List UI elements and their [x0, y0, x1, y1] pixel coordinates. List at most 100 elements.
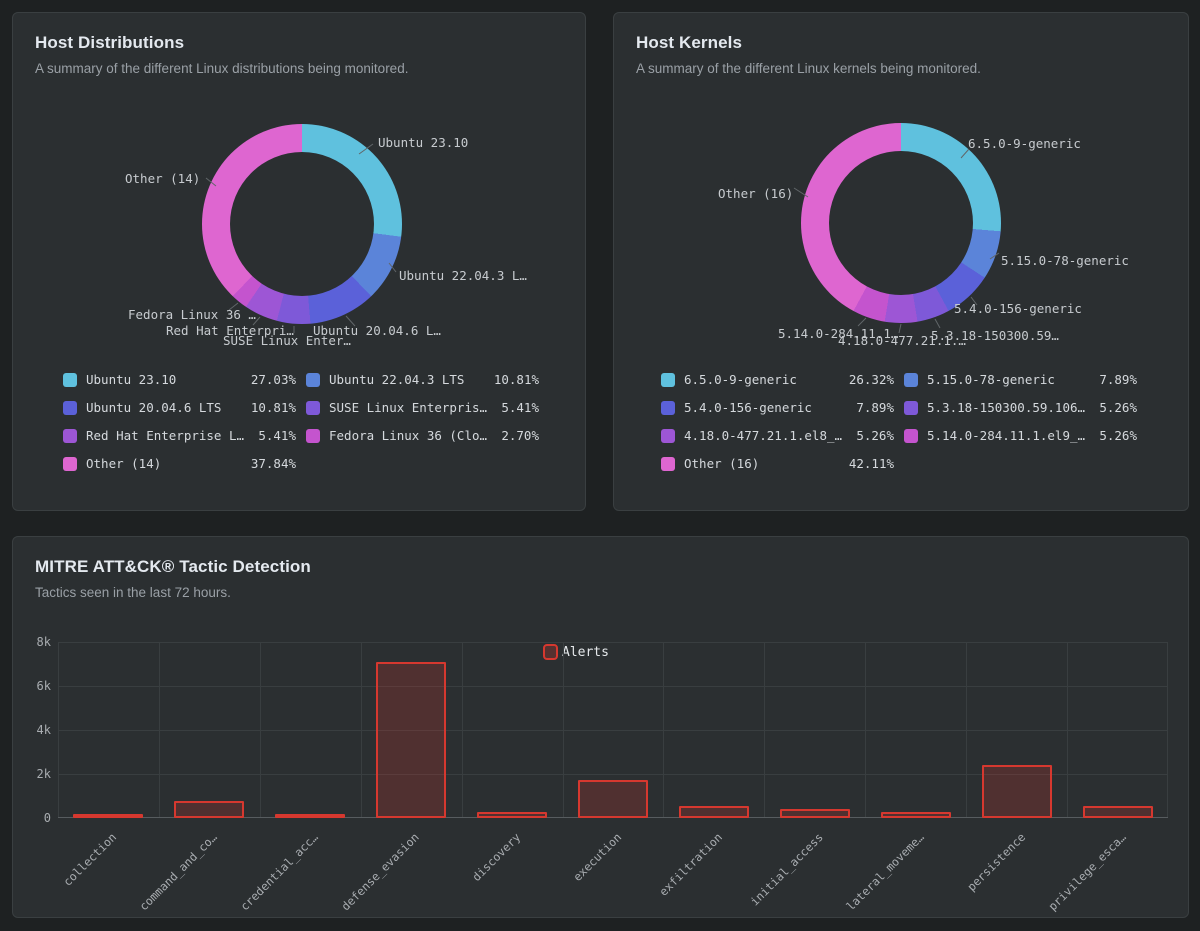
legend-item-alerts[interactable]: Alerts	[543, 644, 609, 660]
legend-color-swatch-icon	[904, 400, 918, 415]
legend-percent: 5.26%	[856, 428, 894, 443]
legend-color-swatch-icon	[306, 372, 320, 387]
y-tick-label: 4k	[36, 723, 51, 737]
bar-persistence[interactable]	[982, 765, 1052, 818]
mitre-tactic-panel: MITRE ATT&CK® Tactic Detection Tactics s…	[12, 536, 1189, 918]
y-tick-label: 0	[43, 811, 51, 825]
legend-item[interactable]: 5.3.18-150300.59.106… 5.26%	[904, 400, 1137, 415]
legend-percent: 7.89%	[856, 400, 894, 415]
legend-item[interactable]: Fedora Linux 36 (Clo… 2.70%	[306, 428, 539, 443]
donut-callout-label: Ubuntu 23.10	[378, 135, 469, 150]
legend-color-swatch-icon	[63, 372, 77, 387]
legend-percent: 5.41%	[258, 428, 296, 443]
legend-item[interactable]: Ubuntu 22.04.3 LTS 10.81%	[306, 372, 539, 387]
bar-exfiltration[interactable]	[679, 806, 749, 818]
bar-execution[interactable]	[578, 780, 648, 818]
legend-percent: 5.41%	[501, 400, 539, 415]
legend-item[interactable]: Ubuntu 20.04.6 LTS 10.81%	[63, 400, 296, 415]
y-tick-label: 8k	[36, 635, 51, 649]
legend-color-swatch-icon	[63, 428, 77, 443]
legend-label: 4.18.0-477.21.1.el8_…	[684, 428, 843, 443]
bar-lateral_moveme…[interactable]	[881, 812, 951, 818]
legend-percent: 5.26%	[1099, 428, 1137, 443]
legend-percent: 42.11%	[848, 456, 894, 471]
x-tick-label: privilege_esca…	[1045, 830, 1129, 914]
host-distributions-panel: Host Distributions A summary of the diff…	[12, 12, 586, 511]
donut-callout-label: Red Hat Enterpri…	[166, 323, 294, 338]
legend-label: Fedora Linux 36 (Clo…	[329, 428, 488, 443]
host-distributions-donut-chart[interactable]	[202, 124, 402, 324]
legend-color-swatch-icon	[661, 456, 675, 471]
x-tick-label: command_and_co…	[136, 830, 220, 914]
legend-percent: 37.84%	[250, 456, 296, 471]
x-tick-label: lateral_moveme…	[843, 830, 927, 914]
donut-callout-label: Ubuntu 22.04.3 L…	[399, 268, 527, 283]
legend-item[interactable]: Other (14) 37.84%	[63, 456, 296, 471]
donut-callout-label: 5.3.18-150300.59…	[931, 328, 1059, 343]
legend-item[interactable]: SUSE Linux Enterpris… 5.41%	[306, 400, 539, 415]
x-tick-label: discovery	[468, 830, 523, 885]
mitre-bar-chart[interactable]: Alerts collection command_and_co… credenti…	[58, 642, 1168, 913]
donut-hole	[829, 151, 973, 295]
legend-percent: 10.81%	[250, 400, 296, 415]
legend-label: 5.15.0-78-generic	[927, 372, 1055, 387]
legend-item[interactable]: Red Hat Enterprise L… 5.41%	[63, 428, 296, 443]
bar-discovery[interactable]	[477, 812, 547, 818]
host-kernels-title: Host Kernels	[636, 33, 743, 52]
legend-label: Ubuntu 20.04.6 LTS	[86, 400, 222, 415]
legend-label: 5.3.18-150300.59.106…	[927, 400, 1086, 415]
x-tick-label: exfiltration	[656, 830, 725, 899]
donut-callout-label: 4.18.0-477.21.1.…	[838, 333, 966, 348]
donut-callout-label: 5.14.0-284.11.1…	[778, 326, 899, 341]
donut-callout-label: Ubuntu 20.04.6 L…	[313, 323, 441, 338]
bar-command_and_co…[interactable]	[174, 801, 244, 818]
legend-color-swatch-icon	[306, 400, 320, 415]
legend-color-swatch-icon	[661, 400, 675, 415]
bar-initial_access[interactable]	[780, 809, 850, 818]
host-kernels-panel: Host Kernels A summary of the different …	[613, 12, 1189, 511]
host-kernels-donut-chart[interactable]	[801, 123, 1001, 323]
legend-color-swatch-icon	[661, 372, 675, 387]
legend-item[interactable]: 5.15.0-78-generic 7.89%	[904, 372, 1137, 387]
donut-callout-label: 5.4.0-156-generic	[954, 301, 1082, 316]
legend-percent: 10.81%	[493, 372, 539, 387]
legend-label: 5.4.0-156-generic	[684, 400, 812, 415]
legend-item[interactable]: Ubuntu 23.10 27.03%	[63, 372, 296, 387]
donut-callout-label: 6.5.0-9-generic	[968, 136, 1081, 151]
bar-defense_evasion[interactable]	[376, 662, 446, 818]
donut-callout-label: SUSE Linux Enter…	[223, 333, 351, 348]
host-distributions-title: Host Distributions	[35, 33, 185, 52]
legend-item[interactable]: 5.4.0-156-generic 7.89%	[661, 400, 894, 415]
legend-percent: 26.32%	[848, 372, 894, 387]
bar-privilege_esca…[interactable]	[1083, 806, 1153, 818]
legend-label: Ubuntu 23.10	[86, 372, 177, 387]
donut-hole	[230, 152, 374, 296]
gridline-horizontal	[58, 730, 1168, 731]
legend-item[interactable]: 4.18.0-477.21.1.el8_… 5.26%	[661, 428, 894, 443]
legend-color-swatch-icon	[904, 428, 918, 443]
alerts-legend-swatch-icon	[543, 644, 558, 660]
legend-percent: 27.03%	[250, 372, 296, 387]
legend-item[interactable]: 5.14.0-284.11.1.el9_… 5.26%	[904, 428, 1137, 443]
bar-credential_acc…[interactable]	[275, 814, 345, 818]
host-distributions-legend: Ubuntu 23.10 27.03% Ubuntu 22.04.3 LTS 10.8…	[63, 372, 539, 471]
gridline-horizontal	[58, 642, 1168, 643]
host-distributions-subtitle: A summary of the different Linux distrib…	[35, 61, 409, 76]
host-kernels-legend: 6.5.0-9-generic 26.32% 5.15.0-78-generic 7.…	[661, 372, 1137, 471]
legend-item[interactable]: Other (16) 42.11%	[661, 456, 894, 471]
gridline-horizontal	[58, 686, 1168, 687]
legend-percent: 7.89%	[1099, 372, 1137, 387]
mitre-tactic-subtitle: Tactics seen in the last 72 hours.	[35, 585, 231, 600]
y-tick-label: 2k	[36, 767, 51, 781]
legend-item[interactable]: 6.5.0-9-generic 26.32%	[661, 372, 894, 387]
donut-callout-label: Other (16)	[718, 186, 794, 201]
legend-label: Ubuntu 22.04.3 LTS	[329, 372, 465, 387]
alerts-legend-label: Alerts	[562, 644, 609, 660]
donut-callout-label: Other (14)	[125, 171, 201, 186]
x-tick-label: defense_evasion	[338, 830, 422, 914]
bar-collection[interactable]	[73, 814, 143, 818]
x-tick-label: credential_acc…	[237, 830, 321, 914]
x-tick-label: initial_access	[747, 830, 826, 909]
x-tick-label: persistence	[964, 830, 1028, 894]
gridline-horizontal	[58, 774, 1168, 775]
